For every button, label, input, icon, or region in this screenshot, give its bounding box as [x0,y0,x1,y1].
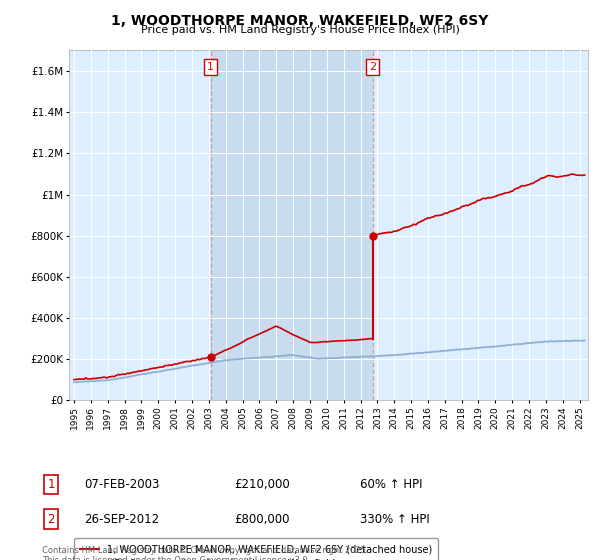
Text: 2: 2 [47,512,55,526]
Text: £800,000: £800,000 [234,512,290,526]
Text: 330% ↑ HPI: 330% ↑ HPI [360,512,430,526]
Text: 26-SEP-2012: 26-SEP-2012 [84,512,159,526]
Text: 1, WOODTHORPE MANOR, WAKEFIELD, WF2 6SY: 1, WOODTHORPE MANOR, WAKEFIELD, WF2 6SY [112,14,488,28]
Text: Contains HM Land Registry data © Crown copyright and database right 2025.
This d: Contains HM Land Registry data © Crown c… [42,546,368,560]
Text: £210,000: £210,000 [234,478,290,491]
Bar [211,50,373,400]
Text: 1: 1 [207,62,214,72]
Text: 07-FEB-2003: 07-FEB-2003 [84,478,160,491]
Text: 1: 1 [47,478,55,491]
Legend: 1, WOODTHORPE MANOR, WAKEFIELD, WF2 6SY (detached house), HPI: Average price, de: 1, WOODTHORPE MANOR, WAKEFIELD, WF2 6SY … [74,538,438,560]
Text: 60% ↑ HPI: 60% ↑ HPI [360,478,422,491]
Text: Price paid vs. HM Land Registry's House Price Index (HPI): Price paid vs. HM Land Registry's House … [140,25,460,35]
Text: 2: 2 [369,62,376,72]
